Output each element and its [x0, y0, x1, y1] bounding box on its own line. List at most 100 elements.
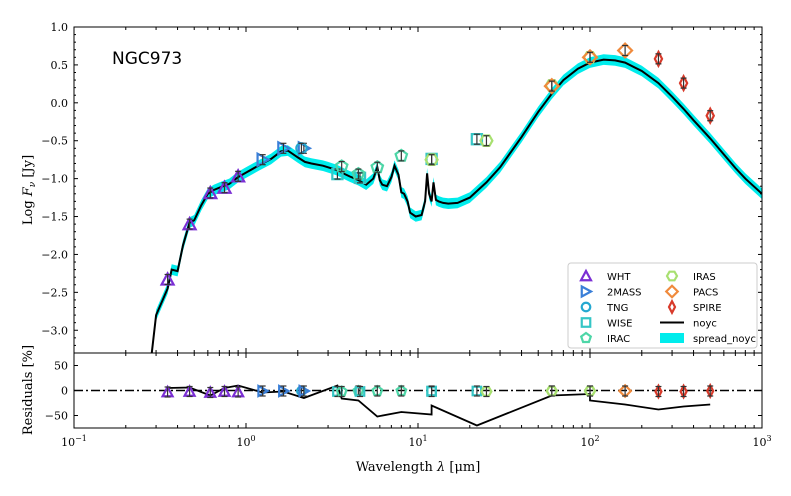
legend-label: WISE	[607, 319, 633, 330]
y-tick-label: −0.5	[41, 135, 68, 148]
data-point-pacs	[581, 48, 599, 66]
error-bar-wht	[207, 187, 214, 199]
legend-label: WHT	[607, 272, 631, 283]
legend-label: 2MASS	[607, 288, 642, 299]
residual-error-bar	[259, 385, 266, 397]
residual-error-bar	[300, 385, 307, 397]
residual-error-bar	[164, 386, 171, 398]
residual-error-bar	[280, 385, 287, 397]
data-point-spire	[705, 106, 716, 125]
error-bar-wise	[473, 133, 480, 145]
error-bar-spire	[707, 110, 714, 122]
x-tick-label: 101	[408, 434, 427, 449]
x-tick-label: 100	[236, 434, 255, 449]
error-bar-spire	[655, 53, 662, 65]
residual-point	[480, 386, 493, 397]
y-tick-label: 1.0	[51, 21, 69, 34]
residual-y-tick-label: 0	[61, 385, 68, 398]
error-bar-pacs	[622, 44, 629, 57]
y-tick-label: −1.5	[41, 211, 68, 224]
residual-line	[167, 384, 711, 427]
y-tick-label: −2.0	[41, 248, 68, 261]
error-bar-2mass	[259, 154, 266, 166]
error-bar-pacs	[587, 51, 593, 63]
legend-marker-wise	[580, 317, 592, 328]
residual-error-bar	[655, 385, 662, 398]
main-plot	[150, 42, 762, 353]
data-point-spire	[678, 73, 689, 93]
data-point-pacs	[616, 42, 634, 59]
y-tick-label: −1.0	[41, 173, 68, 186]
legend-label: IRAC	[607, 334, 630, 345]
residual-point	[583, 385, 597, 397]
legend-swatch-spread_noyc	[660, 333, 684, 343]
error-bar-2mass	[280, 142, 287, 154]
residual-error-bar	[680, 385, 687, 398]
y-tick-label: 0.0	[51, 97, 69, 110]
residual-error-bar	[548, 385, 555, 397]
error-bar-tng	[298, 142, 305, 154]
error-bar-wht	[221, 182, 228, 194]
residual-point	[705, 382, 715, 400]
data-point-spire	[653, 49, 664, 69]
residual-error-bar	[356, 385, 363, 398]
residual-error-bar	[622, 385, 629, 397]
legend-label: PACS	[693, 288, 718, 299]
residual-y-axis-label: Residuals [%]	[21, 345, 36, 435]
error-bar-wht	[235, 170, 242, 182]
residual-error-bar	[338, 385, 345, 398]
residual-error-bar	[473, 385, 480, 397]
error-bar-wht	[164, 273, 171, 286]
residual-error-bar	[186, 385, 193, 398]
error-bar-iras	[428, 154, 435, 166]
data-point-pacs	[543, 77, 561, 95]
x-tick-label: 102	[580, 434, 599, 449]
axes: 1.0 0.5 0.0 −0.5 −1.0 −1.5 −2.0 −2.5 −3.0 50 0 −50 1…	[41, 21, 771, 449]
residual-y-tick-label: −50	[45, 410, 68, 423]
legend-label: IRAS	[693, 272, 716, 283]
residual-error-bar	[483, 385, 490, 398]
legend-marker-spire	[667, 298, 677, 316]
residual-error-bar	[587, 385, 593, 397]
error-bar-iras	[483, 135, 490, 147]
error-bar-irac	[355, 168, 362, 180]
x-tick-label: 10−1	[61, 434, 87, 449]
y-tick-label: −3.0	[41, 324, 68, 337]
legend-label: spread_noyc	[693, 334, 756, 345]
residual-point	[679, 383, 688, 400]
residual-point	[545, 385, 559, 397]
error-bar-spire	[680, 77, 687, 89]
legend-marker-irac	[579, 331, 593, 344]
legend-marker-tng	[580, 301, 592, 313]
chart-title: NGC973	[112, 49, 182, 69]
y-tick-label: 0.5	[51, 59, 69, 72]
residual-error-bar	[374, 385, 381, 397]
residual-error-bar	[707, 385, 714, 397]
legend-marker-pacs	[664, 284, 680, 299]
residual-point	[654, 383, 663, 400]
residual-error-bar	[235, 386, 242, 398]
x-tick-label: 103	[752, 434, 771, 449]
error-bar-irac	[338, 160, 345, 173]
y-axis-label: Log Fν [Jy]	[21, 155, 38, 225]
legend-marker-2mass	[580, 284, 594, 299]
x-axis-label: Wavelength λ [μm]	[356, 460, 481, 475]
residual-error-bar	[428, 385, 435, 398]
residual-error-bar	[398, 385, 405, 397]
residual-point	[617, 383, 633, 399]
y-tick-label: −2.5	[41, 286, 68, 299]
residual-error-bar	[207, 386, 214, 399]
error-bar-wht	[186, 218, 193, 230]
residual-y-tick-label: 50	[54, 360, 68, 373]
residual-plot	[74, 382, 762, 427]
error-bar-irac	[398, 150, 405, 162]
legend-marker-iras	[665, 270, 679, 282]
error-bar-pacs	[548, 80, 555, 92]
legend-label: noyc	[693, 319, 717, 330]
legend-label: TNG	[606, 303, 628, 314]
legend: WHT 2MASS TNG WISE IRAC IRAS PACS SPIRE noyc spre…	[567, 262, 758, 349]
error-bar-irac	[374, 161, 381, 173]
legend-label: SPIRE	[693, 303, 722, 314]
legend-box	[567, 262, 758, 349]
